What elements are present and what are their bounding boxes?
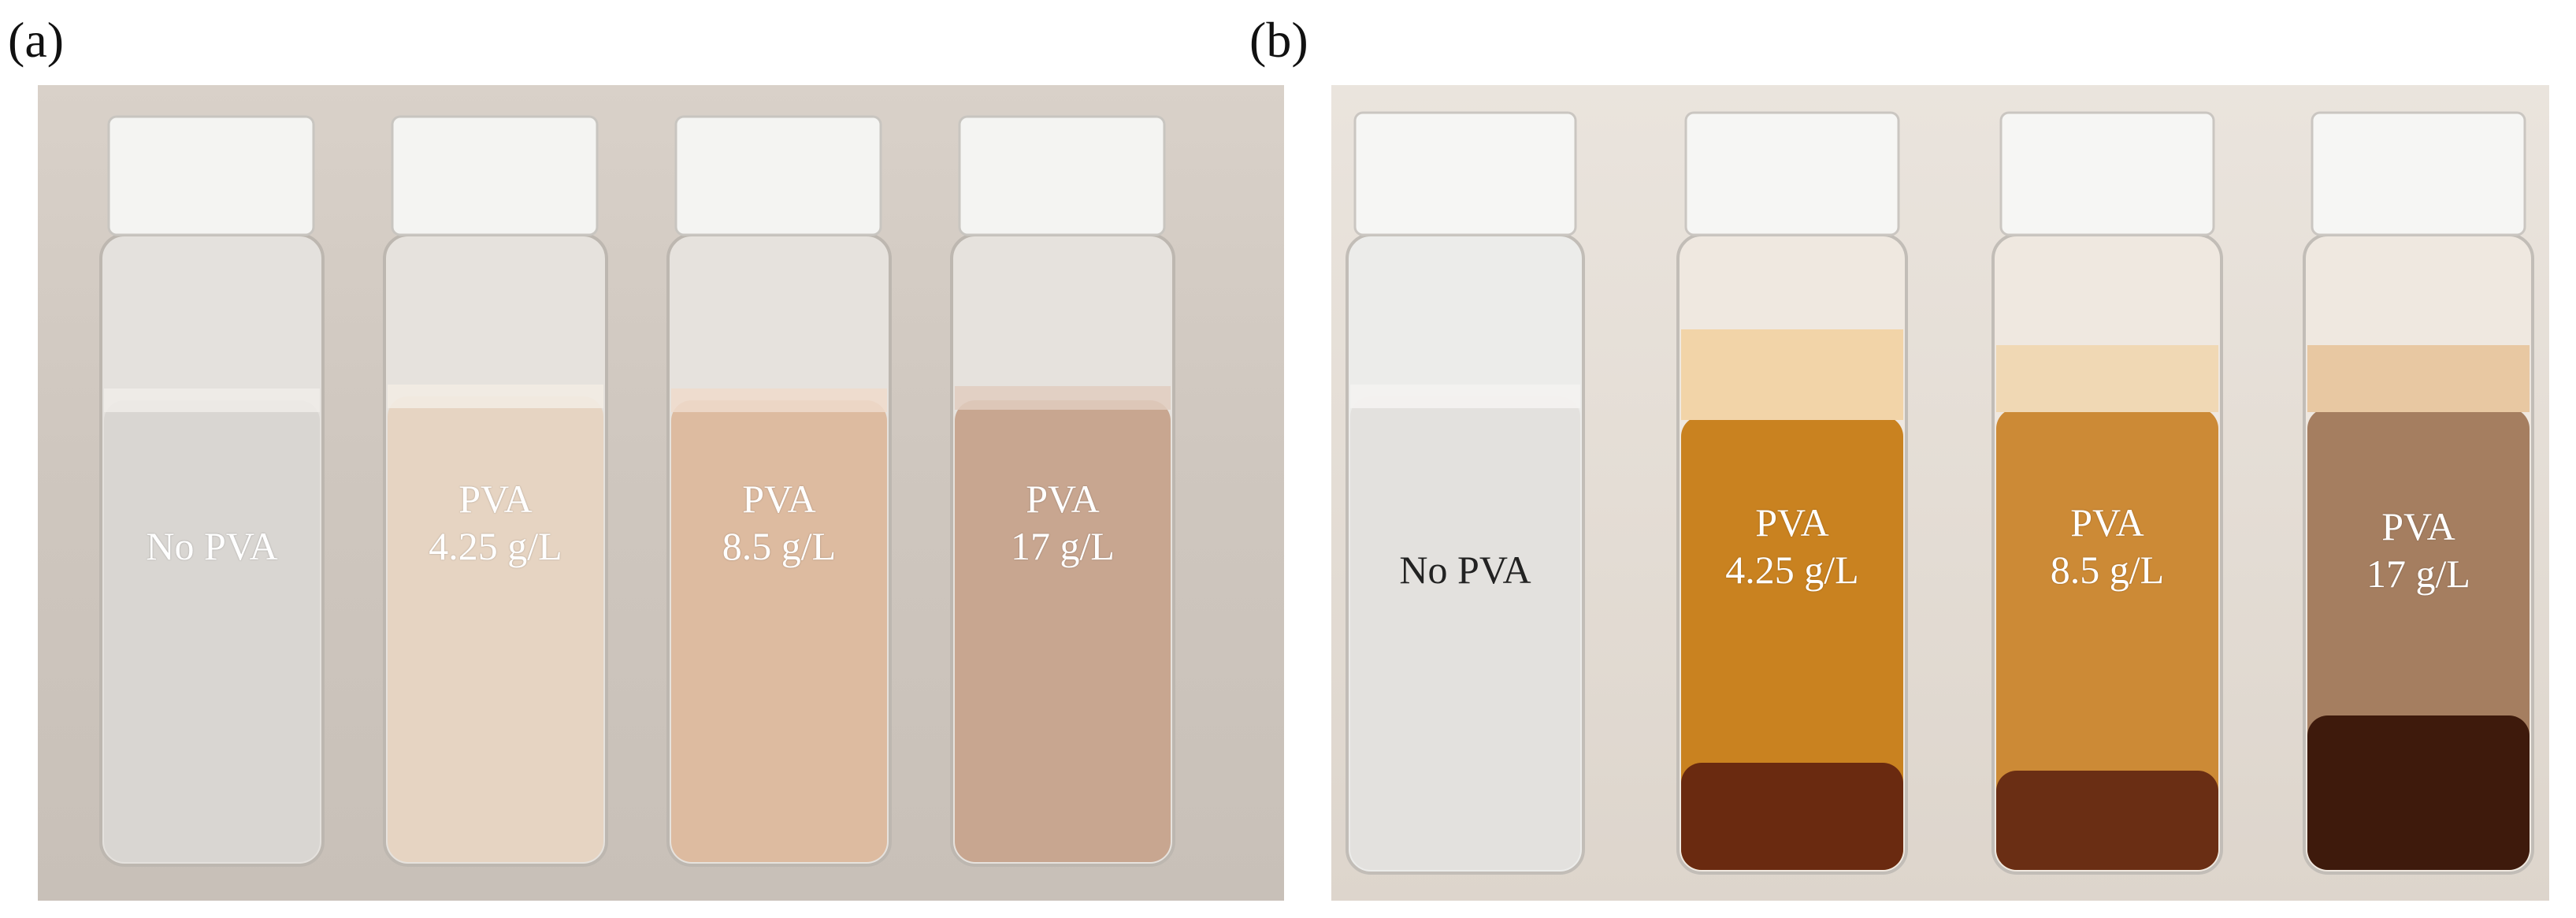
vial-label-b-2-line1: PVA <box>1755 500 1829 544</box>
vial-label-a-2-line1: PVA <box>458 477 533 521</box>
vial-label-a-4: PVA 17 g/L <box>952 475 1174 570</box>
vial-label-b-1: No PVA <box>1347 546 1583 593</box>
panel-b-label: (b) <box>1249 12 1308 68</box>
vial-label-b-4-line2: 17 g/L <box>2366 552 2470 596</box>
vial-label-a-4-line1: PVA <box>1026 477 1100 521</box>
vial-pva-17-b <box>2303 111 2534 875</box>
panel-a-photo: No PVA PVA 4.25 g/L PVA 8.5 g/L PVA 17 g… <box>38 85 1284 901</box>
panel-a-label: (a) <box>8 12 65 68</box>
vial-label-a-2: PVA 4.25 g/L <box>384 475 607 570</box>
vial-pva-8-5-a <box>666 115 892 867</box>
vial-label-b-4-line1: PVA <box>2381 504 2455 548</box>
panel-b-photo: No PVA PVA 4.25 g/L PVA 8.5 g/L PVA 17 g… <box>1331 85 2549 901</box>
vial-label-a-3-line1: PVA <box>742 477 816 521</box>
vial-label-b-4: PVA 17 g/L <box>2304 503 2533 597</box>
vial-label-a-1: No PVA <box>101 522 323 570</box>
vial-pva-8-5-b <box>1991 111 2223 875</box>
vial-label-a-3-line2: 8.5 g/L <box>722 524 837 568</box>
vial-no-pva-b <box>1346 111 1585 875</box>
vial-label-a-2-line2: 4.25 g/L <box>429 524 562 568</box>
panel-b-vials-drawing <box>1346 111 2534 875</box>
vial-label-a-3: PVA 8.5 g/L <box>668 475 890 570</box>
panel-a-vials-drawing <box>99 115 1175 867</box>
vial-label-a-1-line1: No PVA <box>146 524 278 568</box>
vial-label-b-3-line1: PVA <box>2070 500 2144 544</box>
vial-pva-4-25-b <box>1676 111 1908 875</box>
vial-label-b-3: PVA 8.5 g/L <box>1993 499 2222 593</box>
vial-label-a-4-line2: 17 g/L <box>1011 524 1115 568</box>
vial-no-pva-a <box>99 115 325 867</box>
vial-label-b-2: PVA 4.25 g/L <box>1678 499 1906 593</box>
vial-label-b-1-line1: No PVA <box>1399 548 1531 592</box>
vial-label-b-2-line2: 4.25 g/L <box>1725 548 1859 592</box>
vial-label-b-3-line2: 8.5 g/L <box>2050 548 2165 592</box>
vial-pva-4-25-a <box>383 115 608 867</box>
vial-pva-17-a <box>950 115 1175 867</box>
